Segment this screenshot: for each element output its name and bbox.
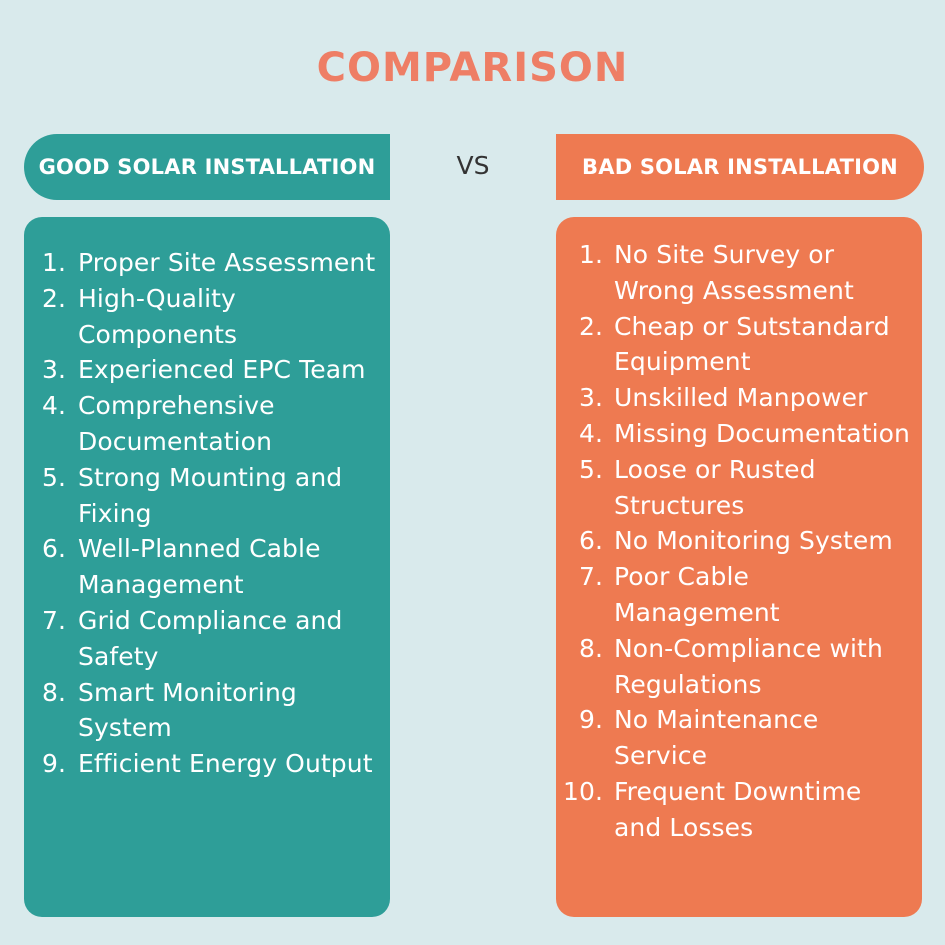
item-text: No Site Survey or Wrong Assessment xyxy=(614,240,854,305)
list-item: 10. Frequent Downtime and Losses xyxy=(556,774,922,846)
item-number: 7. xyxy=(41,605,66,635)
list-item: 6. Well-Planned Cable Management xyxy=(24,531,390,603)
item-text: Smart Monitoring System xyxy=(78,677,297,743)
list-item: 4. Missing Documentation xyxy=(556,416,922,452)
list-item: 3. Unskilled Manpower xyxy=(556,380,922,416)
item-number: 6. xyxy=(41,534,66,564)
item-text: Missing Documentation xyxy=(614,418,910,448)
item-number: 6. xyxy=(578,526,603,556)
list-item: 5. Strong Mounting and Fixing xyxy=(24,460,390,532)
item-number: 2. xyxy=(578,311,603,341)
item-text: Cheap or Sutstandard Equipment xyxy=(614,311,890,377)
item-number: 1. xyxy=(41,248,66,277)
item-text: Poor Cable Management xyxy=(614,562,780,627)
list-item: 4. Comprehensive Documentation xyxy=(24,388,390,460)
list-item: 2. Cheap or Sutstandard Equipment xyxy=(556,309,922,381)
item-text: Experienced EPC Team xyxy=(78,355,366,385)
vs-label: VS xyxy=(456,151,490,180)
list-item: 1. Proper Site Assessment xyxy=(24,245,390,281)
bad-installation-list: 1. No Site Survey or Wrong Assessment 2.… xyxy=(556,217,922,917)
good-installation-list: 1. Proper Site Assessment 2. High-Qualit… xyxy=(24,217,390,917)
page-title: COMPARISON xyxy=(316,45,629,91)
item-text: Frequent Downtime and Losses xyxy=(614,776,862,842)
item-number: 8. xyxy=(41,677,66,707)
item-number: 4. xyxy=(578,418,603,448)
item-text: High-Quality Components xyxy=(78,283,238,349)
item-number: 9. xyxy=(41,749,66,779)
good-installation-header: GOOD SOLAR INSTALLATION xyxy=(24,134,390,200)
item-number: 3. xyxy=(578,383,603,413)
list-item: 8. Smart Monitoring System xyxy=(24,675,390,747)
item-number: 5. xyxy=(41,462,66,492)
item-text: Grid Compliance and Safety xyxy=(78,605,343,671)
list-item: 1. No Site Survey or Wrong Assessment xyxy=(556,237,922,309)
item-number: 8. xyxy=(578,633,603,663)
list-item: 8. Non-Compliance with Regulations xyxy=(556,631,922,703)
item-number: 4. xyxy=(41,391,66,421)
item-number: 5. xyxy=(578,454,603,484)
list-item: 6. No Monitoring System xyxy=(556,523,922,559)
list-item: 3. Experienced EPC Team xyxy=(24,352,390,388)
list-item: 7. Poor Cable Management xyxy=(556,559,922,631)
list-item: 7. Grid Compliance and Safety xyxy=(24,603,390,675)
item-number: 2. xyxy=(41,283,66,313)
item-number: 10. xyxy=(562,776,603,806)
item-text: Strong Mounting and Fixing xyxy=(78,462,343,528)
bad-installation-header: BAD SOLAR INSTALLATION xyxy=(556,134,924,200)
list-item: 2. High-Quality Components xyxy=(24,281,390,353)
item-text: No Maintenance Service xyxy=(614,705,819,771)
list-item: 9. Efficient Energy Output xyxy=(24,746,390,782)
item-text: Loose or Rusted Structures xyxy=(614,454,816,520)
item-number: 1. xyxy=(578,240,603,269)
item-text: Well-Planned Cable Management xyxy=(78,534,321,600)
item-text: No Monitoring System xyxy=(614,526,893,556)
item-text: Comprehensive Documentation xyxy=(78,391,275,456)
item-number: 7. xyxy=(578,562,603,592)
list-item: 5. Loose or Rusted Structures xyxy=(556,452,922,524)
item-number: 9. xyxy=(578,705,603,735)
item-text: Efficient Energy Output xyxy=(78,749,373,779)
item-number: 3. xyxy=(41,355,66,385)
item-text: Unskilled Manpower xyxy=(614,383,868,413)
item-text: Non-Compliance with Regulations xyxy=(614,633,883,699)
list-item: 9. No Maintenance Service xyxy=(556,702,922,774)
item-text: Proper Site Assessment xyxy=(78,248,376,277)
